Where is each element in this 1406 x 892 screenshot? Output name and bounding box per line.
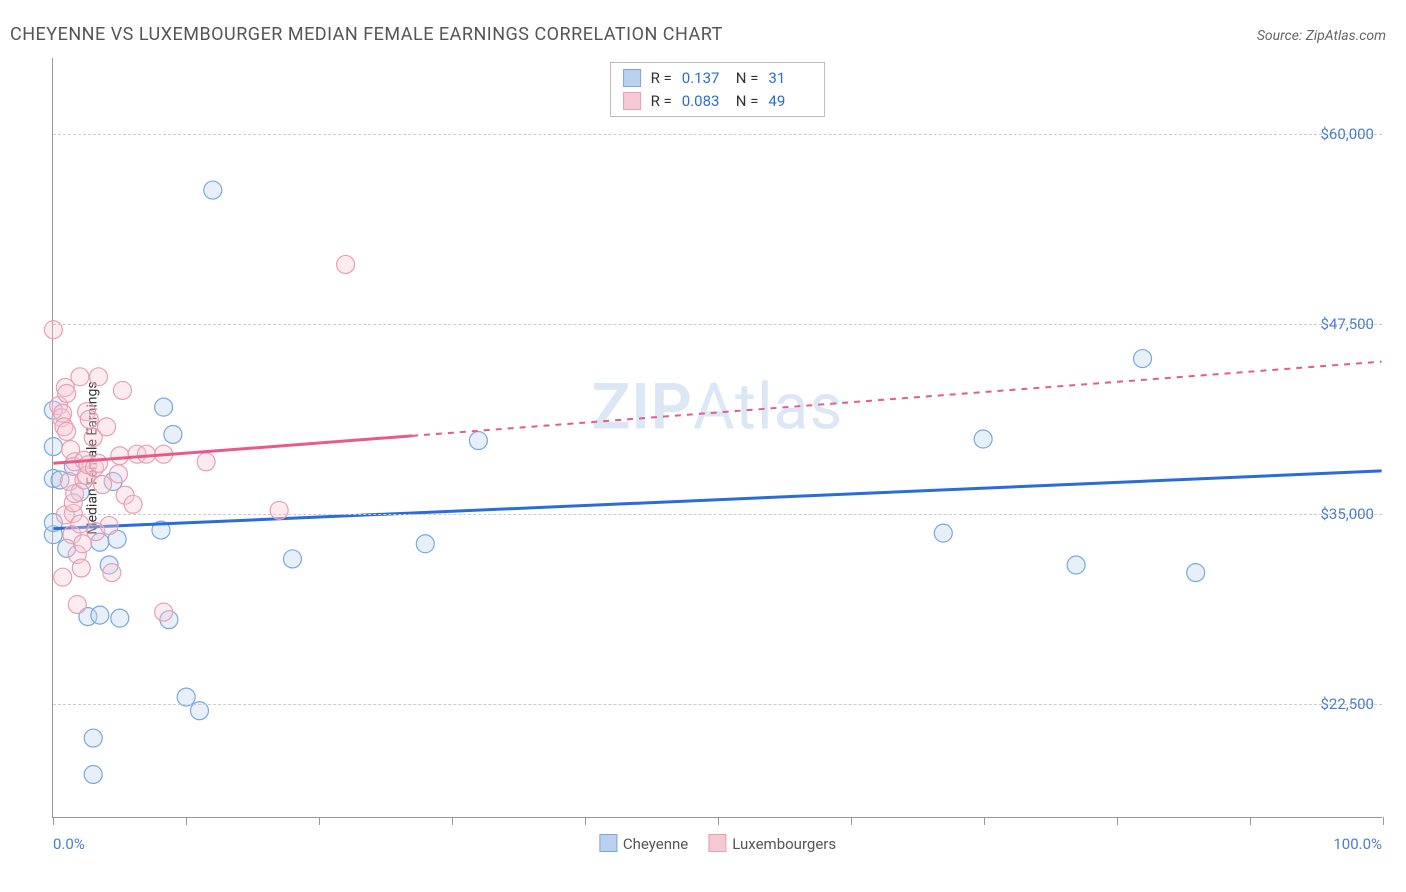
- data-point: [68, 595, 86, 613]
- x-tick: [585, 817, 586, 825]
- data-point: [416, 535, 434, 553]
- data-point: [1134, 350, 1152, 368]
- y-tick-label: $47,500: [1320, 315, 1374, 333]
- n-label: N =: [736, 90, 759, 113]
- chart-container: Median Female Earnings ZIPAtlas R =0.137…: [30, 58, 1396, 858]
- data-point: [58, 384, 76, 402]
- legend-item: Luxembourgers: [708, 834, 836, 853]
- chart-title: CHEYENNE VS LUXEMBOURGER MEDIAN FEMALE E…: [10, 24, 723, 45]
- n-label: N =: [736, 67, 759, 90]
- gridline: [53, 324, 1382, 325]
- r-value: 0.137: [682, 67, 726, 90]
- data-point: [71, 368, 89, 386]
- data-point: [72, 559, 90, 577]
- r-label: R =: [651, 90, 672, 113]
- legend-label: Cheyenne: [623, 835, 688, 853]
- data-point: [1067, 556, 1085, 574]
- data-point: [91, 606, 109, 624]
- data-point: [100, 517, 118, 535]
- x-tick: [452, 817, 453, 825]
- x-tick: [1250, 817, 1251, 825]
- gridline: [53, 134, 1382, 135]
- x-tick: [1383, 817, 1384, 825]
- data-point: [974, 430, 992, 448]
- stats-row: R = 0.083 N = 49: [623, 90, 813, 113]
- data-point: [283, 550, 301, 568]
- x-tick: [319, 817, 320, 825]
- gridline: [53, 514, 1382, 515]
- data-point: [164, 425, 182, 443]
- data-point: [111, 609, 129, 627]
- data-point: [137, 445, 155, 463]
- data-point: [44, 438, 62, 456]
- data-point: [90, 454, 108, 472]
- data-point: [111, 447, 129, 465]
- x-tick: [1117, 817, 1118, 825]
- series-legend: Cheyenne Luxembourgers: [599, 834, 836, 853]
- legend-swatch: [623, 69, 641, 87]
- data-point: [270, 501, 288, 519]
- data-point: [94, 476, 112, 494]
- data-point: [71, 515, 89, 533]
- data-point: [124, 495, 142, 513]
- data-point: [109, 465, 127, 483]
- data-point: [58, 422, 76, 440]
- data-point: [469, 432, 487, 450]
- gridline: [53, 704, 1382, 705]
- plot-area: ZIPAtlas R =0.137N =31R =0.083N =49 Chey…: [52, 58, 1382, 818]
- data-point: [337, 255, 355, 273]
- n-value: 31: [768, 67, 812, 90]
- x-tick: [718, 817, 719, 825]
- legend-swatch: [599, 834, 617, 852]
- data-point: [98, 418, 116, 436]
- source-attribution: Source: ZipAtlas.com: [1257, 28, 1386, 44]
- data-point: [80, 410, 98, 428]
- trend-line: [53, 471, 1381, 529]
- legend-label: Luxembourgers: [732, 835, 836, 853]
- data-point: [934, 524, 952, 542]
- r-label: R =: [651, 67, 672, 90]
- x-tick: [984, 817, 985, 825]
- legend-swatch: [708, 834, 726, 852]
- data-point: [155, 398, 173, 416]
- data-point: [84, 729, 102, 747]
- data-point: [1187, 564, 1205, 582]
- data-point: [84, 766, 102, 784]
- legend-item: Cheyenne: [599, 834, 688, 853]
- x-tick: [186, 817, 187, 825]
- data-point: [103, 564, 121, 582]
- trend-line: [53, 436, 412, 463]
- data-point: [113, 381, 131, 399]
- data-point: [54, 568, 72, 586]
- y-tick-label: $35,000: [1320, 505, 1374, 523]
- y-tick-label: $60,000: [1320, 125, 1374, 143]
- legend-swatch: [623, 92, 641, 110]
- x-tick: [851, 817, 852, 825]
- data-point: [90, 368, 108, 386]
- stats-legend-box: R = 0.137 N = 31 R = 0.083 N = 49: [610, 62, 826, 117]
- data-point: [197, 453, 215, 471]
- data-point: [155, 603, 173, 621]
- stats-row: R = 0.137 N = 31: [623, 67, 813, 90]
- x-tick: [53, 817, 54, 825]
- n-value: 49: [768, 90, 812, 113]
- y-tick-label: $22,500: [1320, 695, 1374, 713]
- x-axis-max-label: 100.0%: [1333, 835, 1382, 853]
- trend-line-extrapolated: [412, 362, 1382, 436]
- r-value: 0.083: [682, 90, 726, 113]
- data-point: [204, 181, 222, 199]
- x-axis-min-label: 0.0%: [53, 835, 85, 853]
